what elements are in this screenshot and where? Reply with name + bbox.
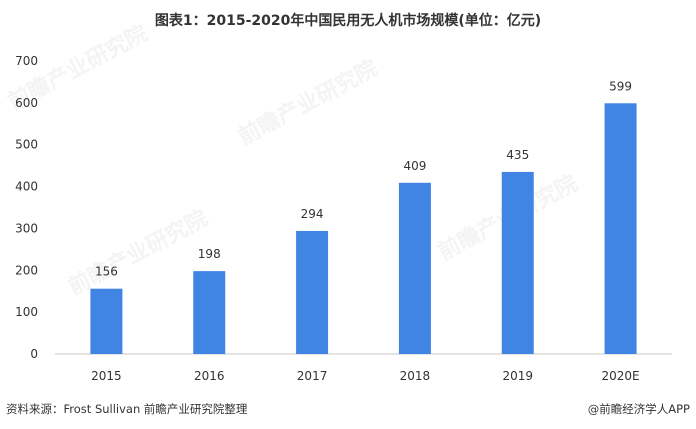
x-tick-label: 2015 <box>91 369 122 383</box>
bar-chart: 0 100 200 300 400 500 600 700 156 198 294 409 435 59… <box>15 54 672 383</box>
credit-note: @前瞻经济学人APP <box>587 402 690 416</box>
x-tick-label: 2020E <box>602 369 640 383</box>
x-tick-label: 2016 <box>194 369 225 383</box>
bar-value-label: 409 <box>403 159 426 173</box>
y-axis: 0 100 200 300 400 500 600 700 <box>15 54 38 361</box>
bar <box>90 288 123 354</box>
x-tick-label: 2018 <box>400 369 431 383</box>
source-note: 资料来源：Frost Sullivan 前瞻产业研究院整理 <box>6 402 248 416</box>
y-tick-label: 200 <box>15 263 38 277</box>
bar-value-label: 294 <box>301 207 324 221</box>
bar <box>501 171 534 354</box>
footer: 资料来源：Frost Sullivan 前瞻产业研究院整理 @前瞻经济学人APP <box>0 401 696 423</box>
bar-value-label: 198 <box>198 247 221 261</box>
x-tick-label: 2019 <box>502 369 533 383</box>
bar <box>604 103 637 354</box>
bar-value-label: 435 <box>506 148 529 162</box>
y-tick-label: 700 <box>15 54 38 68</box>
bar <box>193 271 226 354</box>
bar <box>296 230 329 354</box>
bar-value-label: 599 <box>609 79 632 93</box>
data-labels: 156 198 294 409 435 599 <box>95 79 632 278</box>
bar <box>398 182 431 354</box>
y-tick-label: 300 <box>15 221 38 235</box>
y-tick-label: 400 <box>15 180 38 194</box>
x-tick-label: 2017 <box>297 369 328 383</box>
y-tick-label: 500 <box>15 138 38 152</box>
bar-value-label: 156 <box>95 265 118 279</box>
y-tick-label: 600 <box>15 96 38 110</box>
bars <box>90 103 637 354</box>
chart-title: 图表1：2015-2020年中国民用无人机市场规模(单位：亿元) <box>154 13 542 29</box>
y-tick-label: 100 <box>15 305 38 319</box>
x-axis: 2015 2016 2017 2018 2019 2020E <box>91 369 640 383</box>
y-tick-label: 0 <box>30 347 38 361</box>
